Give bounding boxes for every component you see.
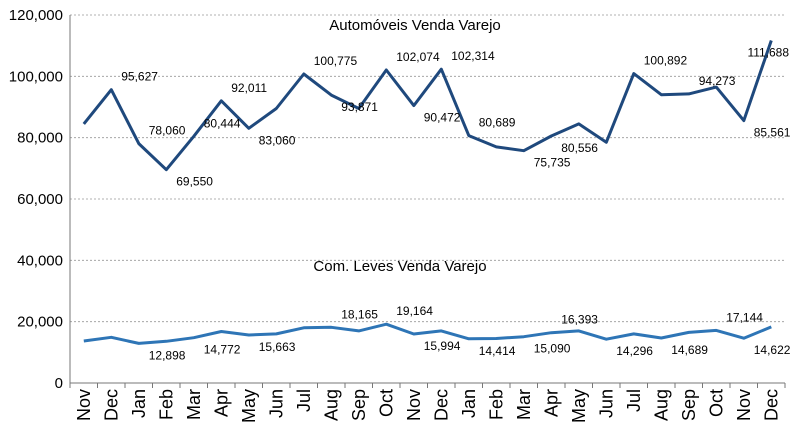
x-tick-label: Nov bbox=[734, 389, 754, 421]
x-tick-label: Feb bbox=[486, 389, 506, 420]
data-label: 95,627 bbox=[121, 70, 158, 84]
data-label: 78,060 bbox=[149, 124, 186, 138]
x-tick-label: Jun bbox=[596, 389, 616, 418]
data-label: 15,663 bbox=[259, 340, 296, 354]
data-label: 16,393 bbox=[561, 313, 598, 327]
data-label: 75,735 bbox=[534, 156, 571, 170]
x-tick-label: Jul bbox=[624, 389, 644, 412]
x-tick-label: Oct bbox=[376, 389, 396, 417]
data-label: 19,164 bbox=[396, 304, 433, 318]
data-label: 17,144 bbox=[726, 310, 763, 324]
x-tick-label: Mar bbox=[184, 389, 204, 420]
x-tick-label: Jul bbox=[294, 389, 314, 412]
series-line-automoveis bbox=[82, 40, 773, 172]
x-tick-label: May bbox=[239, 389, 259, 423]
data-label: 69,550 bbox=[176, 175, 213, 189]
x-tick-label: Aug bbox=[321, 389, 341, 421]
data-label: 102,074 bbox=[396, 50, 440, 64]
x-tick-label: Aug bbox=[651, 389, 671, 421]
gridlines bbox=[70, 14, 785, 323]
x-tick-label: Mar bbox=[514, 389, 534, 420]
data-label: 85,561 bbox=[754, 126, 791, 140]
data-label: 14,772 bbox=[204, 343, 241, 357]
data-label: 102,314 bbox=[451, 49, 495, 63]
data-label: 100,892 bbox=[644, 54, 688, 68]
data-label: 94,273 bbox=[699, 74, 736, 88]
y-tick-label: 20,000 bbox=[17, 314, 63, 331]
series-title-automoveis: Automóveis Venda Varejo bbox=[329, 17, 501, 34]
data-label: 14,689 bbox=[671, 343, 708, 357]
data-label: 15,090 bbox=[534, 342, 571, 356]
data-label: 93,871 bbox=[341, 100, 378, 114]
data-label: 92,011 bbox=[231, 81, 267, 95]
data-label: 100,775 bbox=[314, 54, 358, 68]
data-label: 15,994 bbox=[424, 339, 461, 353]
x-tick-label: Jun bbox=[266, 389, 286, 418]
x-tick-label: Dec bbox=[101, 389, 121, 421]
data-label: 80,444 bbox=[204, 116, 241, 130]
y-tick-label: 80,000 bbox=[17, 130, 63, 147]
x-tick-label: Apr bbox=[541, 389, 561, 417]
data-label: 111,688 bbox=[747, 45, 789, 59]
x-tick-label: Sep bbox=[349, 389, 369, 421]
series-line-com-leves bbox=[83, 322, 772, 345]
data-label: 80,689 bbox=[479, 116, 516, 130]
y-tick-label: 120,000 bbox=[9, 7, 63, 24]
series-lines bbox=[82, 40, 773, 345]
x-tick-label: Nov bbox=[74, 389, 94, 421]
x-tick-label: Feb bbox=[156, 389, 176, 420]
data-labels: 95,627 78,060 69,550 80,444 92,011 83,060 100,… bbox=[121, 45, 791, 362]
series-title-com-leves: Com. Leves Venda Varejo bbox=[313, 258, 486, 275]
x-tick-label: May bbox=[569, 389, 589, 423]
x-tick-label: Jan bbox=[129, 389, 149, 418]
x-tick-label: Dec bbox=[431, 389, 451, 421]
x-tick-label: Jan bbox=[459, 389, 479, 418]
data-label: 14,414 bbox=[479, 344, 516, 358]
y-tick-label: 100,000 bbox=[9, 68, 63, 85]
y-tick-label: 60,000 bbox=[17, 191, 63, 208]
data-label: 90,472 bbox=[424, 111, 461, 125]
data-label: 18,165 bbox=[341, 307, 378, 321]
x-tick-label: Apr bbox=[211, 389, 231, 417]
y-tick-label: 40,000 bbox=[17, 252, 63, 269]
data-label: 80,556 bbox=[561, 141, 598, 155]
data-label: 12,898 bbox=[149, 348, 186, 362]
x-tick-label: Nov bbox=[404, 389, 424, 421]
data-label: 83,060 bbox=[259, 133, 296, 147]
data-label: 14,622 bbox=[754, 343, 791, 357]
x-tick-label: Oct bbox=[706, 389, 726, 417]
axes: 0 20,000 40,000 60,000 80,000 100,000 120,000 N… bbox=[9, 7, 786, 423]
y-tick-label: 0 bbox=[55, 375, 63, 392]
x-tick-label: Sep bbox=[679, 389, 699, 421]
x-tick-label: Dec bbox=[761, 389, 781, 421]
data-label: 14,296 bbox=[616, 344, 653, 358]
